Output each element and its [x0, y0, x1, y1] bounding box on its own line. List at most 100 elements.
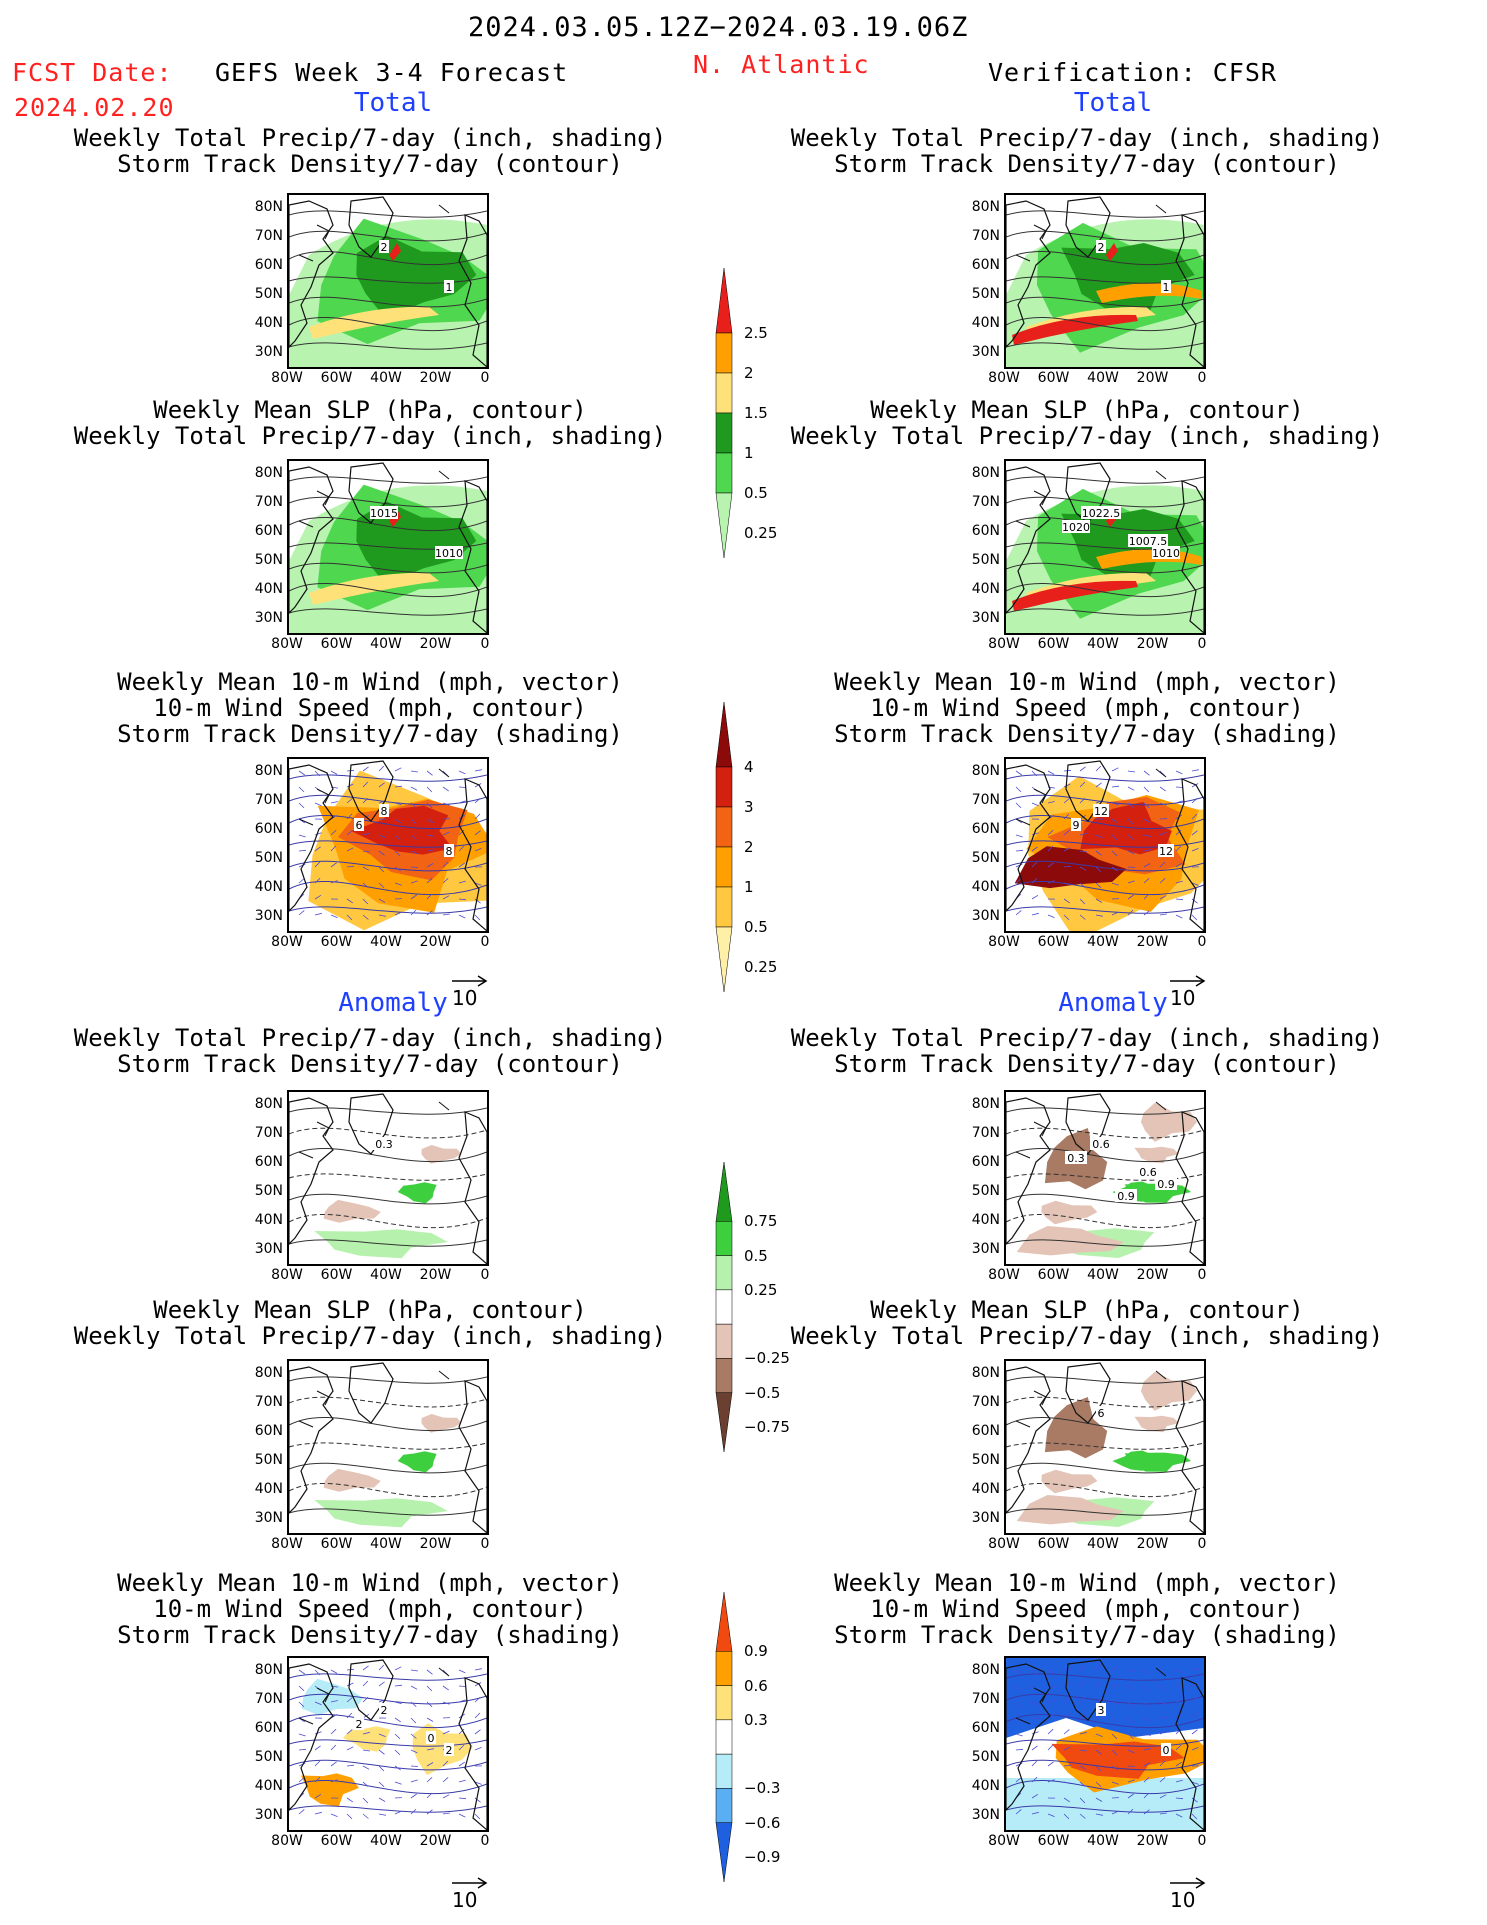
- lat-tick-label: 70N: [971, 1691, 1000, 1707]
- colorbar-tick-label: 1.5: [744, 404, 768, 422]
- svg-text:0.9: 0.9: [1157, 1178, 1175, 1191]
- vector-ref-arrow: [452, 975, 488, 987]
- svg-text:1010: 1010: [435, 547, 463, 560]
- lon-tick-label: 20W: [419, 1536, 452, 1552]
- colorbar-tick-label: 0.5: [744, 484, 768, 502]
- map-panel: 1015 1010: [287, 459, 489, 635]
- section-total-left: Total: [353, 88, 433, 118]
- map-panel: 8 8 6: [287, 757, 489, 933]
- colorbar-tick-label: −0.9: [744, 1848, 781, 1866]
- map-plot: 1022.5 1010 1020 1007.5: [1006, 461, 1204, 633]
- lon-tick-label: 80W: [271, 1267, 303, 1283]
- map-plot: 0.60.90.30.60.9: [1006, 1092, 1204, 1264]
- lat-tick-label: 60N: [971, 523, 1000, 539]
- contour-label: 1: [1161, 280, 1171, 294]
- colorbar-tick-label: 0.3: [744, 1710, 768, 1729]
- lat-tick-label: 70N: [971, 228, 1000, 244]
- svg-text:6: 6: [356, 819, 363, 832]
- panel-title-line: Weekly Total Precip/7-day (inch, shading…: [790, 422, 1384, 450]
- vector-ref-value: 10: [452, 1888, 478, 1912]
- colorbar-swatch: [715, 1255, 733, 1291]
- lon-tick-label: 20W: [1136, 1536, 1169, 1552]
- svg-text:8: 8: [381, 805, 388, 818]
- lat-tick-label: 40N: [971, 1481, 1000, 1497]
- lon-tick-label: 0: [480, 636, 490, 652]
- colorbar-tick-label: 2: [744, 838, 754, 856]
- panel-title-line: Weekly Mean SLP (hPa, contour): [870, 1296, 1304, 1324]
- panel-title-line: Storm Track Density/7-day (shading): [117, 1621, 623, 1649]
- lat-tick-label: 30N: [971, 908, 1000, 924]
- panel-title-line: Weekly Mean SLP (hPa, contour): [870, 396, 1304, 424]
- section-anomaly-left: Anomaly: [338, 988, 448, 1018]
- colorbar-swatch: [715, 1788, 733, 1823]
- contour-label: 0.9: [1155, 1177, 1177, 1191]
- lat-tick-label: 30N: [971, 344, 1000, 360]
- contour-label: 8: [444, 844, 454, 858]
- colorbar-swatch: [715, 1289, 733, 1325]
- vector-ref-arrow: [1170, 975, 1206, 987]
- map-plot: [289, 1361, 487, 1533]
- panel-title-line: Weekly Mean 10-m Wind (mph, vector): [834, 1569, 1340, 1597]
- panel-title-line: Weekly Mean 10-m Wind (mph, vector): [834, 668, 1340, 696]
- verification-title: Verification: CFSR: [988, 58, 1277, 87]
- lat-tick-label: 60N: [254, 1154, 283, 1170]
- colorbar-swatch: [715, 452, 733, 494]
- vector-ref-arrow: [452, 1877, 488, 1889]
- lon-tick-label: 80W: [988, 1833, 1020, 1849]
- vector-ref-value: 10: [1170, 1888, 1196, 1912]
- lon-tick-label: 40W: [370, 934, 402, 950]
- colorbar-swatch: [715, 332, 733, 374]
- svg-text:2: 2: [446, 1744, 453, 1757]
- date-range: 2024.03.05.12Z−2024.03.19.06Z: [468, 12, 969, 43]
- contour-label: 1007.5: [1128, 534, 1168, 548]
- contour-label: 8: [379, 804, 389, 818]
- svg-text:0: 0: [1163, 1744, 1170, 1757]
- map-plot: 0.3: [289, 1092, 487, 1264]
- colorbar-swatch: [715, 1685, 733, 1721]
- panel-title-line: Storm Track Density/7-day (shading): [834, 1621, 1340, 1649]
- contour-label: 12: [1158, 844, 1174, 858]
- lat-tick-label: 80N: [254, 763, 283, 779]
- colorbar-swatch: [715, 1323, 733, 1359]
- contour-label: 1010: [435, 546, 463, 560]
- lon-tick-label: 0: [1197, 1267, 1207, 1283]
- lat-tick-label: 80N: [971, 199, 1000, 215]
- lon-tick-label: 20W: [1136, 370, 1169, 386]
- panel-title-line: Weekly Total Precip/7-day (inch, shading…: [790, 124, 1384, 152]
- lat-tick-label: 60N: [254, 257, 283, 273]
- colorbar-swatch: [715, 1719, 733, 1755]
- lat-tick-label: 70N: [971, 1394, 1000, 1410]
- svg-text:2: 2: [356, 1718, 363, 1731]
- map-panel: 0.6 0.9 0.3 0.6 0.9: [1004, 1090, 1206, 1266]
- vector-ref-right-bottom: 10: [1170, 1870, 1206, 1912]
- colorbar-swatch: [715, 1392, 733, 1452]
- section-anomaly-right: Anomaly: [1058, 988, 1168, 1018]
- lat-tick-label: 40N: [971, 315, 1000, 331]
- lat-tick-label: 40N: [254, 1212, 283, 1228]
- lon-tick-label: 60W: [320, 370, 353, 386]
- svg-text:0: 0: [428, 1732, 435, 1745]
- panel-title-line: Weekly Mean SLP (hPa, contour): [153, 396, 587, 424]
- map-plot: 21: [1006, 195, 1204, 367]
- map-panel: 6: [1004, 1359, 1206, 1535]
- contour-label: 0: [1161, 1743, 1171, 1757]
- lon-tick-label: 0: [1197, 370, 1207, 386]
- svg-text:9: 9: [1073, 819, 1080, 832]
- vector-ref-right-top: 10: [1170, 968, 1206, 1010]
- lon-tick-label: 40W: [370, 1536, 402, 1552]
- lat-tick-label: 30N: [971, 610, 1000, 626]
- lat-tick-label: 50N: [254, 850, 283, 866]
- lat-tick-label: 40N: [971, 879, 1000, 895]
- colorbar-swatch: [715, 766, 733, 808]
- svg-text:6: 6: [1098, 1407, 1105, 1420]
- colorbar-swatch: [715, 1753, 733, 1789]
- lat-tick-label: 50N: [971, 286, 1000, 302]
- contour-label: 0.3: [373, 1137, 395, 1151]
- contour-label: 12: [1093, 804, 1109, 818]
- lat-tick-label: 80N: [254, 1662, 283, 1678]
- svg-text:2: 2: [381, 241, 388, 254]
- panel-title-line: Storm Track Density/7-day (contour): [834, 1050, 1340, 1078]
- lat-tick-label: 80N: [971, 465, 1000, 481]
